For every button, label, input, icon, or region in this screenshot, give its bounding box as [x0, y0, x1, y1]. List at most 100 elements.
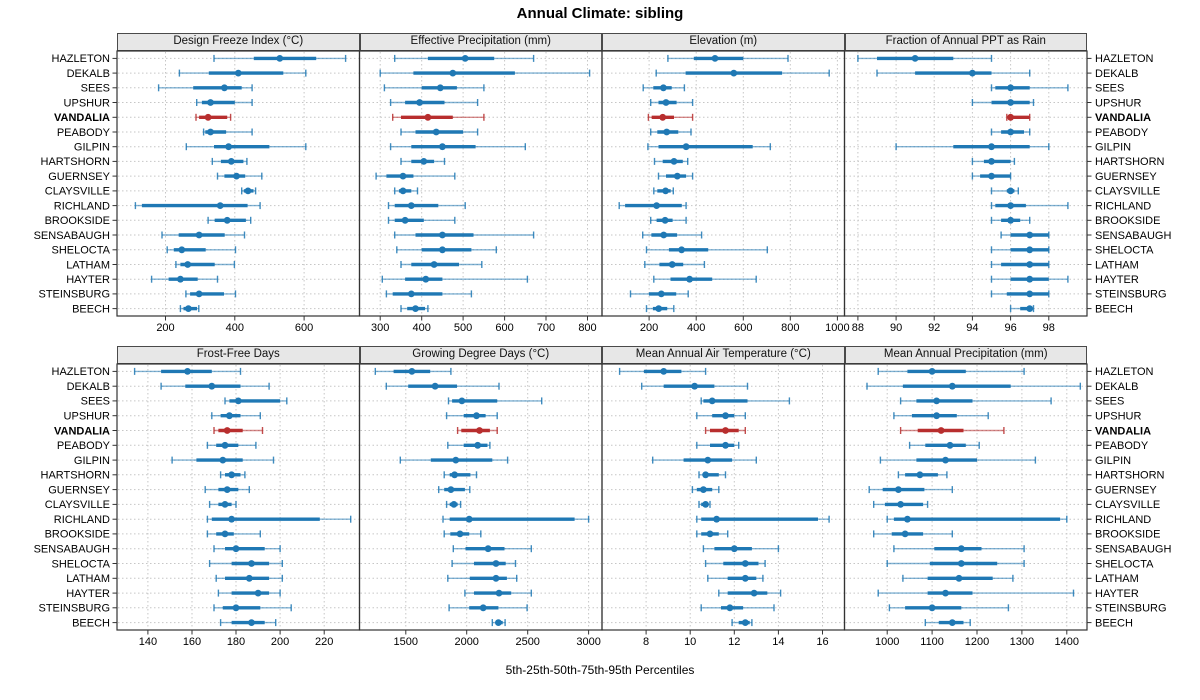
median-dot — [184, 261, 192, 268]
site-label-right: RICHLAND — [1095, 200, 1151, 212]
median-dot — [232, 545, 240, 553]
median-dot — [451, 471, 458, 479]
median-dot — [465, 515, 473, 523]
site-label-left: GILPIN — [74, 142, 110, 154]
median-dot — [1026, 290, 1034, 298]
median-dot — [449, 69, 457, 77]
median-dot — [969, 69, 976, 77]
median-dot — [904, 515, 911, 523]
median-dot — [1026, 246, 1034, 254]
site-label-right: BEECH — [1095, 303, 1133, 315]
site-label-left: DEKALB — [67, 68, 110, 80]
median-dot — [473, 412, 480, 420]
x-axis-tick-label: 500 — [454, 322, 472, 334]
median-dot — [704, 456, 712, 464]
median-dot — [897, 501, 904, 508]
median-dot — [248, 560, 255, 567]
site-label-right: BROOKSIDE — [1095, 215, 1160, 227]
site-label-right: UPSHUR — [1095, 97, 1142, 109]
median-dot — [916, 471, 924, 479]
site-label-right: RICHLAND — [1095, 514, 1151, 526]
site-label-left: PEABODY — [57, 440, 111, 452]
site-label-left: UPSHUR — [64, 411, 111, 423]
median-dot — [911, 55, 919, 62]
site-label-left: HARTSHORN — [41, 156, 111, 168]
panel-border — [358, 50, 603, 317]
site-label-left: CLAYSVILLE — [45, 499, 110, 511]
median-dot — [946, 441, 954, 449]
median-dot — [1007, 187, 1014, 195]
median-dot — [1026, 261, 1034, 268]
x-axis-tick-label: 200 — [271, 636, 289, 648]
median-dot — [662, 99, 670, 106]
median-dot — [233, 172, 240, 180]
site-label-right: GILPIN — [1095, 455, 1131, 467]
site-label-left: SHELOCTA — [52, 558, 111, 570]
panel-title: Effective Precipitation (mm) — [410, 35, 551, 47]
median-dot — [221, 441, 229, 449]
site-label-right: UPSHUR — [1095, 411, 1142, 423]
site-label-right: PEABODY — [1095, 440, 1149, 452]
x-axis-tick-label: 400 — [413, 322, 431, 334]
x-axis-tick-label: 1000 — [825, 322, 849, 334]
median-dot — [700, 486, 707, 493]
median-dot — [711, 55, 719, 62]
x-axis-tick-label: 16 — [816, 636, 828, 648]
panel-title: Frost-Free Days — [196, 348, 280, 360]
median-dot — [988, 172, 995, 180]
median-dot — [1026, 305, 1034, 312]
panel-title: Design Freeze Index (°C) — [173, 35, 304, 47]
median-dot — [456, 530, 464, 538]
median-dot — [221, 501, 229, 508]
x-axis-tick-label: 140 — [139, 636, 157, 648]
median-dot — [678, 246, 685, 254]
panel-title: Mean Annual Precipitation (mm) — [883, 348, 1048, 360]
site-label-right: VANDALIA — [1095, 112, 1151, 124]
site-label-right: BEECH — [1095, 617, 1133, 629]
median-dot — [1026, 275, 1034, 283]
median-dot — [1007, 84, 1014, 92]
site-label-right: HARTSHORN — [1095, 156, 1165, 168]
median-dot — [713, 515, 720, 523]
site-label-left: HARTSHORN — [41, 470, 111, 482]
site-label-left: GUERNSEY — [48, 171, 110, 183]
median-dot — [495, 619, 502, 626]
median-dot — [439, 231, 446, 239]
median-dot — [691, 382, 698, 390]
median-dot — [221, 84, 228, 92]
median-dot — [750, 589, 758, 597]
x-axis-tick-label: 700 — [537, 322, 555, 334]
site-label-left: SENSABAUGH — [34, 230, 110, 242]
site-label-right: LATHAM — [1095, 259, 1139, 271]
median-dot — [942, 456, 949, 464]
site-label-left: HAYTER — [66, 274, 110, 286]
x-axis-tick-label: 96 — [1004, 322, 1016, 334]
panel-title: Mean Annual Air Temperature (°C) — [635, 348, 811, 360]
median-dot — [422, 275, 430, 283]
median-dot — [195, 231, 203, 239]
panel-strip-growing-degree-days: Growing Degree Days (°C) — [359, 346, 602, 364]
site-label-left: CLAYSVILLE — [45, 186, 110, 198]
median-dot — [1007, 99, 1014, 106]
site-label-right: HAYTER — [1095, 274, 1139, 286]
median-dot — [439, 143, 446, 151]
panel-border — [358, 363, 603, 631]
median-dot — [673, 172, 681, 180]
site-label-right: CLAYSVILLE — [1095, 186, 1160, 198]
x-axis-tick-label: 88 — [852, 322, 864, 334]
median-dot — [407, 202, 415, 210]
x-axis-tick-label: 14 — [772, 636, 784, 648]
median-dot — [431, 382, 439, 390]
site-label-right: SHELOCTA — [1095, 245, 1154, 257]
median-dot — [484, 545, 492, 553]
site-label-left: GILPIN — [74, 455, 110, 467]
median-dot — [1007, 128, 1014, 136]
median-dot — [436, 84, 444, 92]
site-label-right: HAZLETON — [1095, 53, 1154, 65]
median-dot — [957, 545, 965, 553]
median-dot — [234, 397, 242, 405]
median-dot — [207, 128, 214, 136]
median-dot — [208, 382, 216, 390]
median-dot — [662, 187, 669, 195]
median-dot — [657, 290, 665, 298]
